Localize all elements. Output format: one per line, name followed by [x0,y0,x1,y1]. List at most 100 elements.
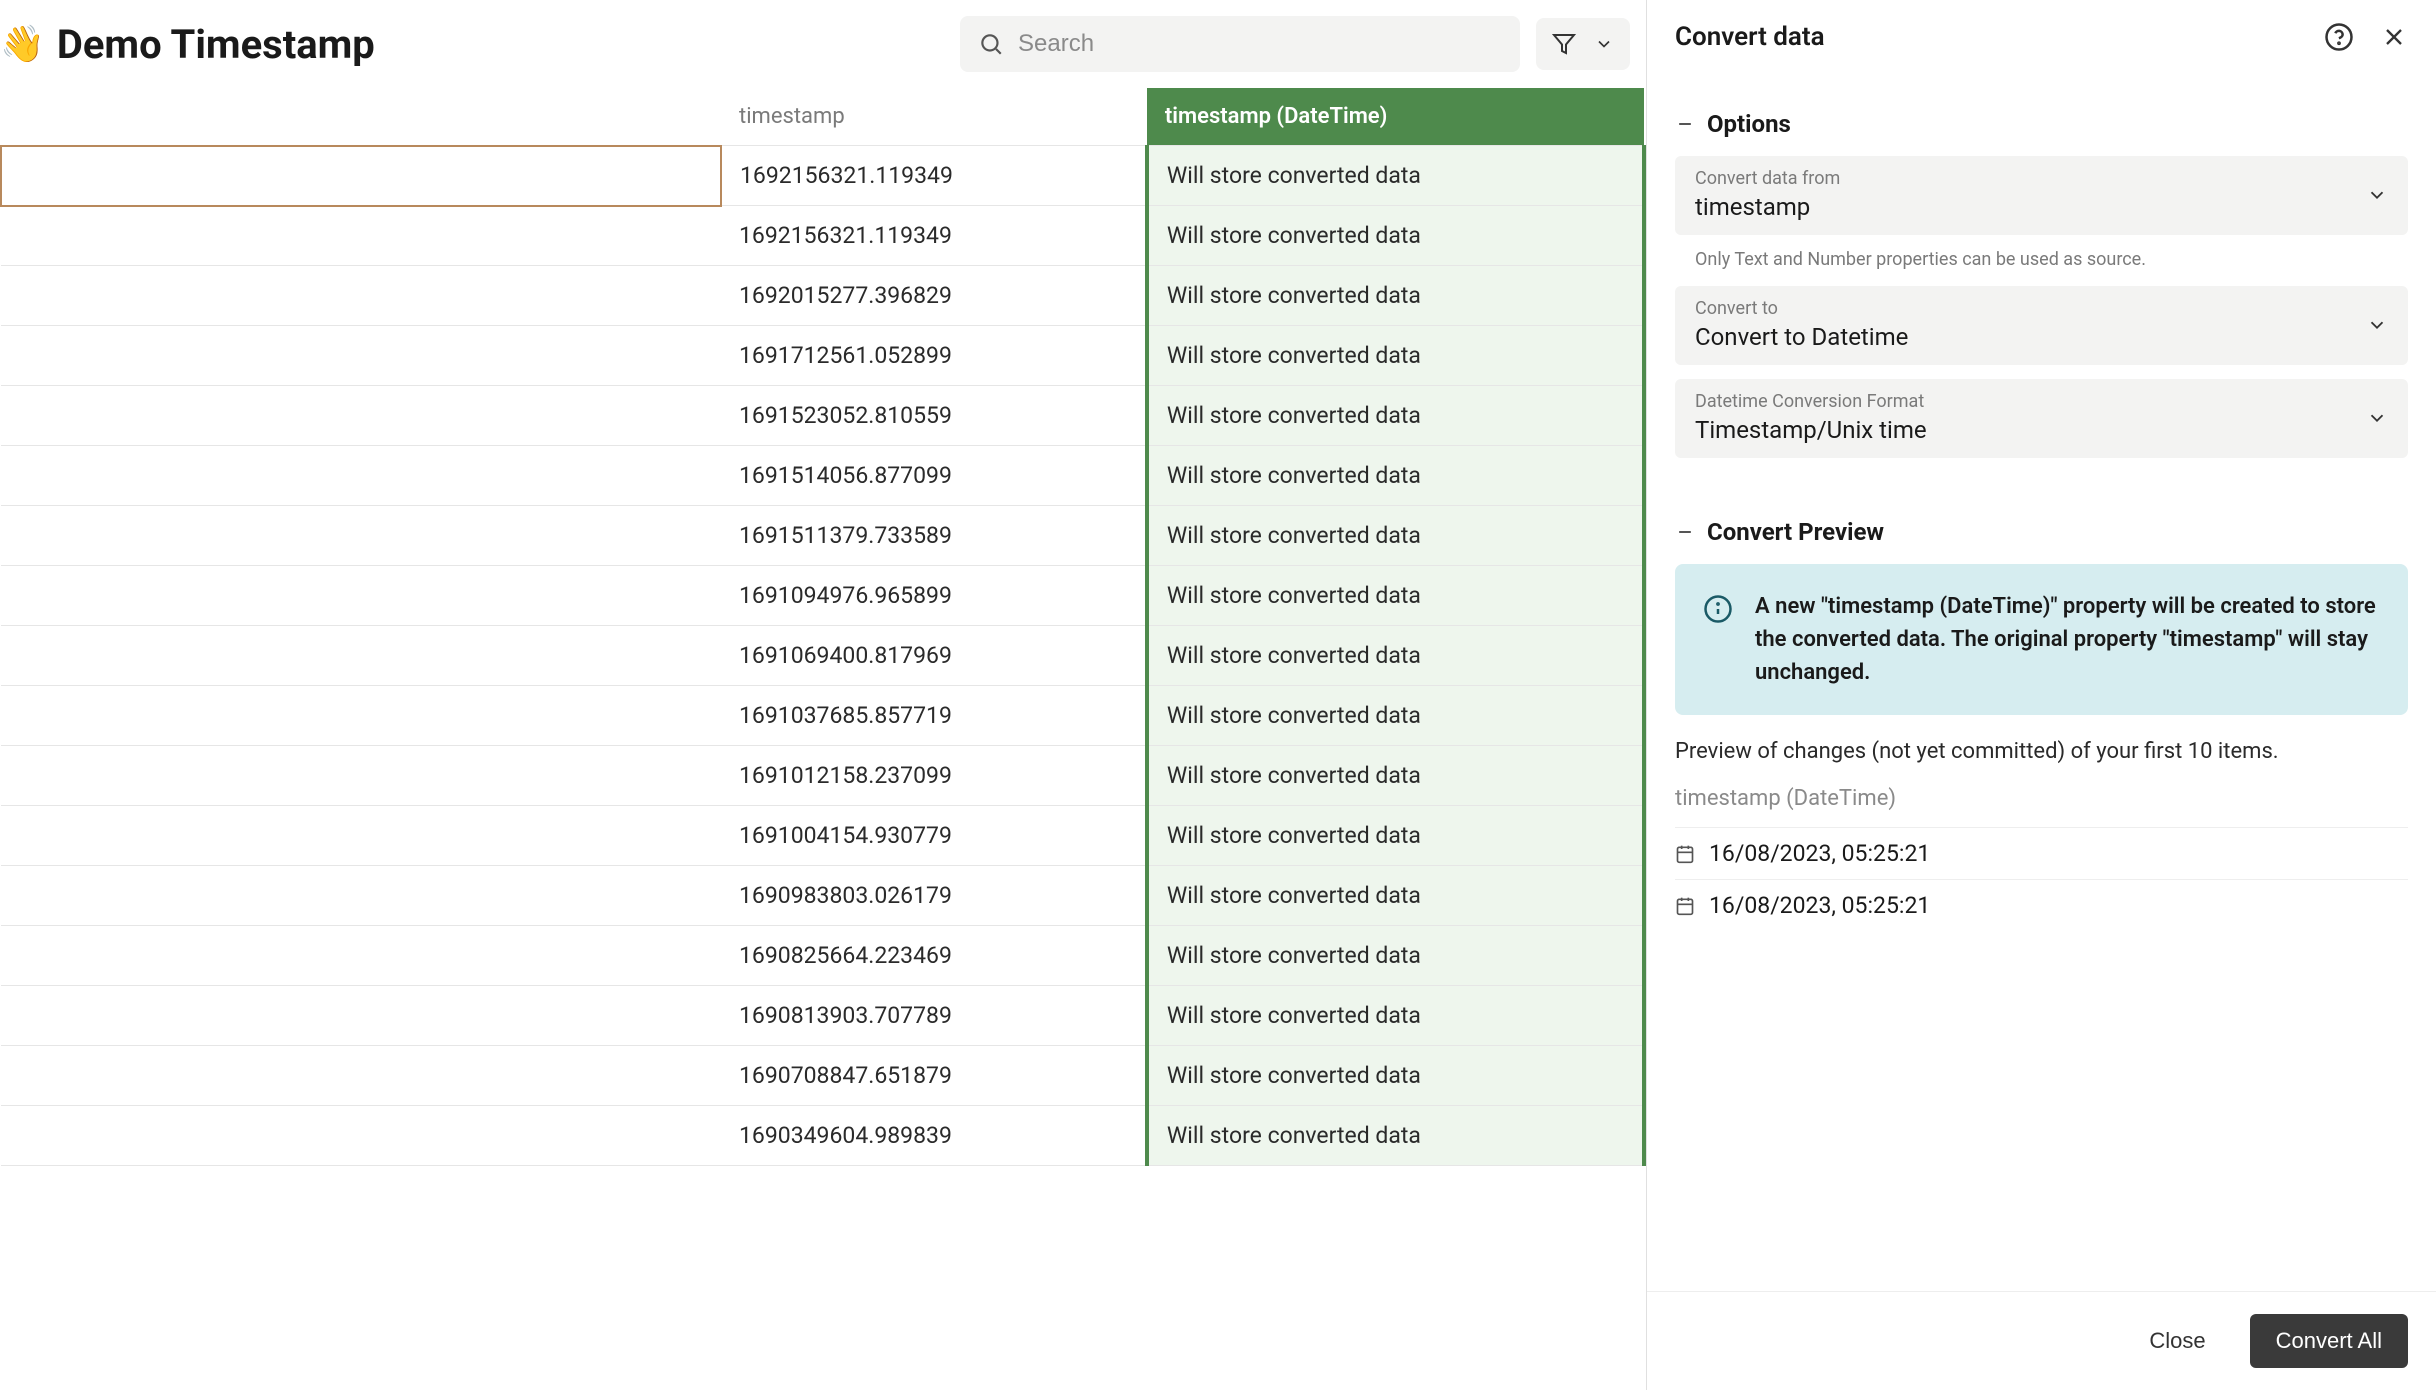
cell-timestamp[interactable]: 1690708847.651879 [721,1046,1147,1106]
table-row[interactable]: 1691004154.930779Will store converted da… [1,806,1644,866]
to-value: Convert to Datetime [1695,323,2366,351]
convert-to-field[interactable]: Convert to Convert to Datetime [1675,286,2408,365]
help-icon[interactable] [2324,22,2354,52]
table-row[interactable]: 1691012158.237099Will store converted da… [1,746,1644,806]
search-box[interactable] [960,16,1520,72]
cell-converted[interactable]: Will store converted data [1147,986,1644,1046]
close-button[interactable]: Close [2123,1314,2231,1368]
cell-empty[interactable] [1,386,721,446]
preview-section: Convert Preview A new "timestamp (DateTi… [1675,518,2408,931]
cell-timestamp[interactable]: 1690983803.026179 [721,866,1147,926]
cell-empty[interactable] [1,266,721,326]
cell-timestamp[interactable]: 1691094976.965899 [721,566,1147,626]
preview-value: 16/08/2023, 05:25:21 [1709,892,1930,919]
col-empty [1,88,721,146]
cell-timestamp[interactable]: 1690813903.707789 [721,986,1147,1046]
cell-converted[interactable]: Will store converted data [1147,626,1644,686]
table-row[interactable]: 1691514056.877099Will store converted da… [1,446,1644,506]
panel-header: Convert data [1647,0,2436,74]
cell-empty[interactable] [1,446,721,506]
table-row[interactable]: 1690983803.026179Will store converted da… [1,866,1644,926]
cell-converted[interactable]: Will store converted data [1147,1106,1644,1166]
cell-empty[interactable] [1,1046,721,1106]
table-row[interactable]: 1690708847.651879Will store converted da… [1,1046,1644,1106]
cell-empty[interactable] [1,326,721,386]
preview-value: 16/08/2023, 05:25:21 [1709,840,1930,867]
main-area: 👋 Demo Timestamp [0,0,1646,1390]
table-row[interactable]: 1692156321.119349Will store converted da… [1,206,1644,266]
wave-icon: 👋 [0,23,45,65]
preview-caption: Preview of changes (not yet committed) o… [1675,739,2408,764]
preview-col-header: timestamp (DateTime) [1675,786,2408,811]
search-input[interactable] [1018,30,1502,58]
table-row[interactable]: 1691712561.052899Will store converted da… [1,326,1644,386]
cell-converted[interactable]: Will store converted data [1147,746,1644,806]
cell-timestamp[interactable]: 1692156321.119349 [721,206,1147,266]
cell-timestamp[interactable]: 1691523052.810559 [721,386,1147,446]
col-timestamp-datetime[interactable]: timestamp (DateTime) [1147,88,1644,146]
cell-converted[interactable]: Will store converted data [1147,326,1644,386]
convert-panel: Convert data Options Convert data from [1646,0,2436,1390]
cell-converted[interactable]: Will store converted data [1147,926,1644,986]
table-row[interactable]: 1691037685.857719Will store converted da… [1,686,1644,746]
chevron-down-icon [2366,184,2388,206]
cell-empty[interactable] [1,806,721,866]
cell-converted[interactable]: Will store converted data [1147,806,1644,866]
cell-empty[interactable] [1,626,721,686]
table-row[interactable]: 1690813903.707789Will store converted da… [1,986,1644,1046]
cell-converted[interactable]: Will store converted data [1147,866,1644,926]
cell-timestamp[interactable]: 1691514056.877099 [721,446,1147,506]
cell-timestamp[interactable]: 1691712561.052899 [721,326,1147,386]
cell-timestamp[interactable]: 1691511379.733589 [721,506,1147,566]
cell-converted[interactable]: Will store converted data [1147,1046,1644,1106]
convert-all-button[interactable]: Convert All [2250,1314,2408,1368]
cell-empty[interactable] [1,686,721,746]
cell-empty[interactable] [1,146,721,206]
collapse-icon[interactable] [1675,522,1695,542]
cell-timestamp[interactable]: 1692156321.119349 [721,146,1147,206]
cell-empty[interactable] [1,926,721,986]
preview-row: 16/08/2023, 05:25:21 [1675,879,2408,931]
cell-empty[interactable] [1,506,721,566]
collapse-icon[interactable] [1675,114,1695,134]
table-row[interactable]: 1691511379.733589Will store converted da… [1,506,1644,566]
search-icon [978,31,1004,57]
table-row[interactable]: 1692156321.119349Will store converted da… [1,146,1644,206]
close-icon[interactable] [2380,23,2408,51]
cell-timestamp[interactable]: 1691037685.857719 [721,686,1147,746]
cell-timestamp[interactable]: 1691004154.930779 [721,806,1147,866]
cell-empty[interactable] [1,206,721,266]
cell-converted[interactable]: Will store converted data [1147,206,1644,266]
format-field[interactable]: Datetime Conversion Format Timestamp/Uni… [1675,379,2408,458]
title-text: Demo Timestamp [57,21,375,68]
cell-empty[interactable] [1,866,721,926]
cell-converted[interactable]: Will store converted data [1147,386,1644,446]
convert-from-field[interactable]: Convert data from timestamp [1675,156,2408,235]
table-row[interactable]: 1691523052.810559Will store converted da… [1,386,1644,446]
filter-button[interactable] [1536,18,1630,70]
table-row[interactable]: 1690825664.223469Will store converted da… [1,926,1644,986]
cell-timestamp[interactable]: 1692015277.396829 [721,266,1147,326]
cell-converted[interactable]: Will store converted data [1147,686,1644,746]
cell-empty[interactable] [1,986,721,1046]
cell-converted[interactable]: Will store converted data [1147,266,1644,326]
cell-timestamp[interactable]: 1690349604.989839 [721,1106,1147,1166]
cell-empty[interactable] [1,746,721,806]
cell-timestamp[interactable]: 1691012158.237099 [721,746,1147,806]
col-timestamp[interactable]: timestamp [721,88,1147,146]
cell-converted[interactable]: Will store converted data [1147,146,1644,206]
cell-converted[interactable]: Will store converted data [1147,446,1644,506]
cell-converted[interactable]: Will store converted data [1147,506,1644,566]
cell-empty[interactable] [1,1106,721,1166]
info-icon [1703,594,1733,624]
cell-converted[interactable]: Will store converted data [1147,566,1644,626]
cell-timestamp[interactable]: 1691069400.817969 [721,626,1147,686]
table-row[interactable]: 1691069400.817969Will store converted da… [1,626,1644,686]
table-row[interactable]: 1692015277.396829Will store converted da… [1,266,1644,326]
format-label: Datetime Conversion Format [1695,391,2366,412]
table-row[interactable]: 1690349604.989839Will store converted da… [1,1106,1644,1166]
page-title: 👋 Demo Timestamp [0,21,375,68]
cell-empty[interactable] [1,566,721,626]
cell-timestamp[interactable]: 1690825664.223469 [721,926,1147,986]
table-row[interactable]: 1691094976.965899Will store converted da… [1,566,1644,626]
